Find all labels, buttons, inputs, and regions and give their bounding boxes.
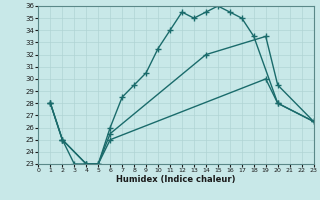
- X-axis label: Humidex (Indice chaleur): Humidex (Indice chaleur): [116, 175, 236, 184]
